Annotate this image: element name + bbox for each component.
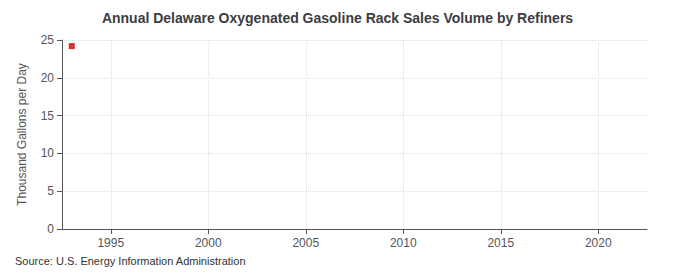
svg-text:2000: 2000 [195, 236, 222, 250]
svg-text:25: 25 [41, 33, 55, 47]
svg-text:2015: 2015 [487, 236, 514, 250]
svg-text:0: 0 [47, 222, 54, 236]
svg-text:2020: 2020 [585, 236, 612, 250]
svg-text:10: 10 [41, 146, 55, 160]
svg-text:Thousand Gallons per Day: Thousand Gallons per Day [15, 63, 29, 206]
svg-text:2005: 2005 [292, 236, 319, 250]
svg-text:5: 5 [47, 184, 54, 198]
svg-text:1995: 1995 [97, 236, 124, 250]
svg-text:Source: U.S. Energy Informatio: Source: U.S. Energy Information Administ… [15, 255, 246, 267]
svg-text:2010: 2010 [390, 236, 417, 250]
svg-text:20: 20 [41, 71, 55, 85]
svg-text:15: 15 [41, 109, 55, 123]
svg-text:Annual Delaware Oxygenated Gas: Annual Delaware Oxygenated Gasoline Rack… [102, 10, 573, 26]
